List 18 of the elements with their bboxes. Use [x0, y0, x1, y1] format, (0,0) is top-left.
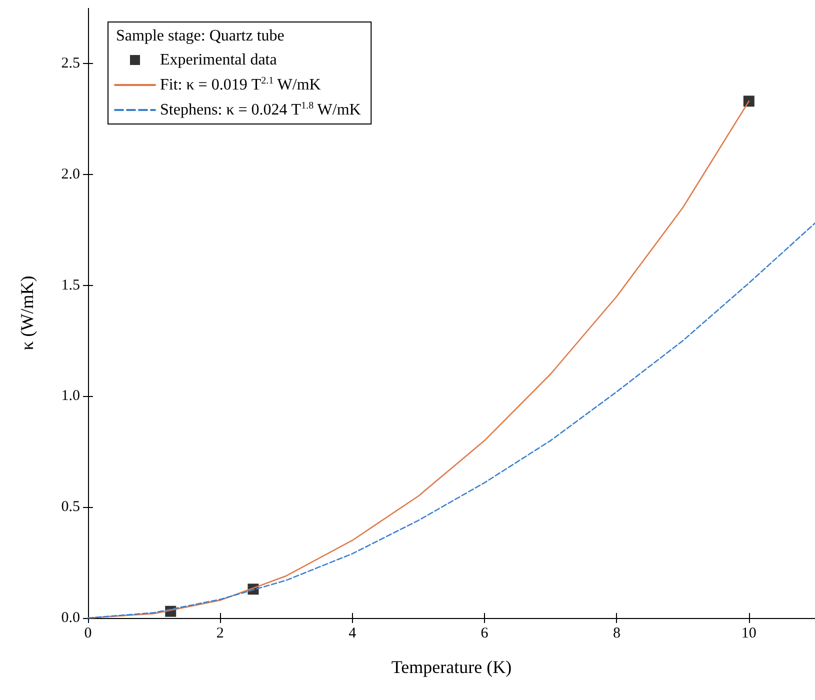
y-tick-label: 0.0 [61, 610, 80, 626]
y-axis-title: κ (W/mK) [17, 276, 37, 350]
point [743, 96, 754, 107]
x-tick-label: 10 [741, 626, 756, 642]
legend-label: Experimental data [160, 52, 277, 68]
line-series [87, 222, 815, 619]
x-tick-label: 6 [480, 626, 489, 642]
y-tick-label: 2.0 [61, 166, 80, 182]
y-tick-label: 1.5 [61, 277, 80, 294]
x-axis-title: Temperature (K) [391, 657, 512, 677]
x-tick-label: 0 [84, 626, 92, 642]
y-tick-label: 1.0 [61, 388, 80, 404]
x-tick-label: 8 [612, 626, 620, 642]
y-tick-label: 2.5 [61, 55, 80, 72]
legend-title: Sample stage: Quartz tube [116, 28, 284, 44]
x-tick-label: 4 [348, 626, 357, 642]
y-tick-label: 0.5 [61, 499, 80, 516]
x-tick-label: 2 [216, 626, 224, 642]
